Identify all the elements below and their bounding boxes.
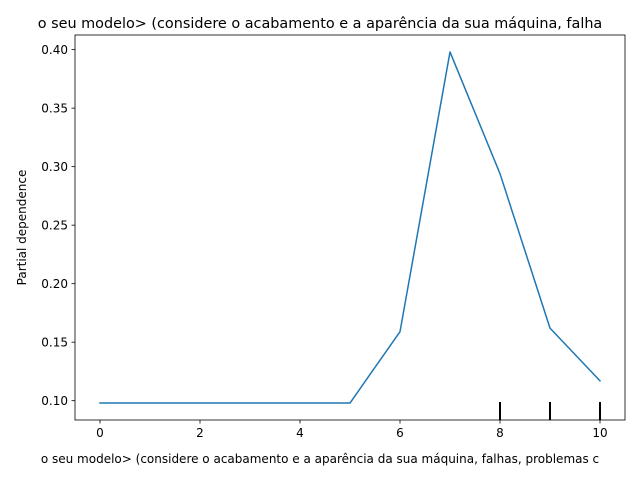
y-tick-label: 0.40 bbox=[41, 43, 68, 57]
x-tick-label: 10 bbox=[592, 426, 607, 440]
y-axis-ticks: 0.10 0.15 0.20 0.25 0.30 0.35 0.40 bbox=[41, 43, 75, 408]
x-tick-label: 8 bbox=[496, 426, 504, 440]
x-tick-label: 4 bbox=[296, 426, 304, 440]
chart-title: o seu modelo> (considere o acabamento e … bbox=[38, 16, 603, 32]
x-tick-label: 6 bbox=[396, 426, 404, 440]
y-tick-label: 0.35 bbox=[41, 101, 68, 115]
x-axis-ticks: 0 2 4 6 8 10 bbox=[96, 420, 608, 440]
y-tick-label: 0.30 bbox=[41, 160, 68, 174]
y-axis-label: Partial dependence bbox=[15, 170, 29, 286]
series-line bbox=[99, 51, 602, 404]
y-tick-label: 0.25 bbox=[41, 218, 68, 232]
y-tick-label: 0.15 bbox=[41, 335, 68, 349]
plot-area bbox=[99, 51, 602, 420]
y-tick-label: 0.20 bbox=[41, 277, 68, 291]
x-tick-label: 2 bbox=[196, 426, 204, 440]
x-tick-label: 0 bbox=[96, 426, 104, 440]
x-axis-label: o seu modelo> (considere o acabamento e … bbox=[41, 452, 599, 466]
y-tick-label: 0.10 bbox=[41, 394, 68, 408]
axes-frame bbox=[74, 34, 626, 421]
